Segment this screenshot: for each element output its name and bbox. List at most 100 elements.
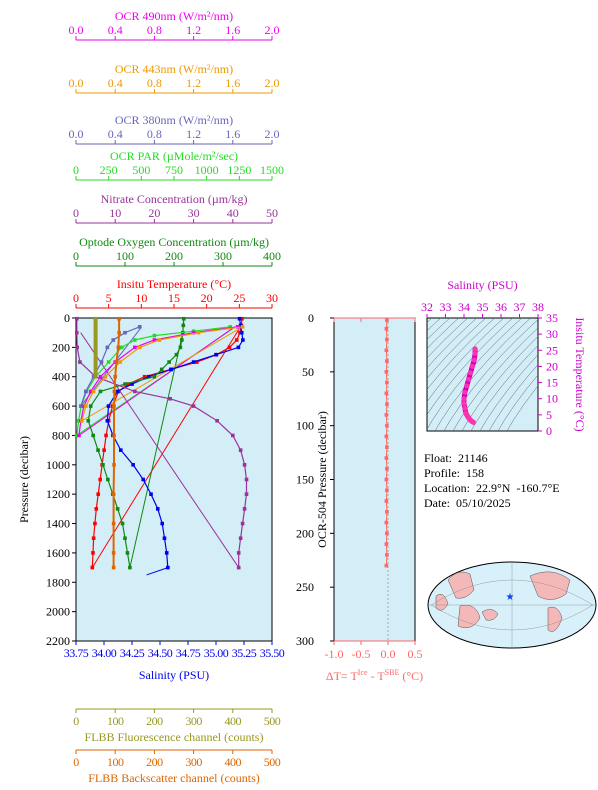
oxygen-data-point <box>181 323 186 328</box>
date-row: Date: 05/10/2025 <box>424 496 560 511</box>
backscatter-data-point <box>112 433 116 438</box>
deltaT-data-point <box>385 380 389 385</box>
nitrate-tick-label: 40 <box>227 206 239 220</box>
oxygen-tick-label: 300 <box>214 249 232 263</box>
deltaT-pressure-tick-label: 150 <box>296 473 314 487</box>
nitrate-data-point <box>168 396 172 401</box>
nitrate-tick-label: 10 <box>109 206 121 220</box>
ts-data-point <box>466 376 472 382</box>
temperature-data-point <box>90 565 95 570</box>
temperature-data-point <box>91 551 95 555</box>
ocr380-data-point <box>123 330 127 335</box>
salinity-data-point <box>141 477 145 482</box>
backscatter-data-point <box>113 374 117 379</box>
deltaT-data-point <box>385 510 389 514</box>
deltaT-axis-label: ΔT= TIce - TSBE (°C) <box>326 668 423 683</box>
ocr380-tick-label: 0.4 <box>108 127 123 141</box>
deltaT-pressure-tick-label: 100 <box>296 419 314 433</box>
profile-label: Profile: <box>424 466 460 480</box>
ts-density-contour <box>427 318 523 430</box>
par-data-point <box>76 418 81 423</box>
deltaT-pressure-axis-label: OCR-504 Pressure (decibar) <box>315 411 329 548</box>
ocr380-data-point <box>79 404 83 408</box>
oxygen-data-point <box>159 367 164 372</box>
salinity-axis-label: Salinity (PSU) <box>139 668 209 682</box>
deltaT-axis-label-part: (°C) <box>399 669 423 683</box>
ts-x-tick-label: 32 <box>421 300 433 314</box>
deltaT-x-tick-label: 0.5 <box>408 647 423 661</box>
par-tick-label: 750 <box>165 163 183 177</box>
nitrate-connector-line <box>80 332 240 568</box>
ocr490-profile-line <box>78 326 238 436</box>
par-tick-label: 0 <box>73 163 79 177</box>
fluorescence-tick-label: 500 <box>264 714 281 728</box>
par-data-point <box>152 333 157 338</box>
date-label: Date: <box>424 496 450 510</box>
oxygen-data-point <box>115 507 120 511</box>
salinity-tick-label: 34.25 <box>120 646 145 660</box>
par-tick-label: 1000 <box>195 163 219 177</box>
deltaT-data-point <box>385 488 389 493</box>
par-data-point <box>133 338 137 342</box>
world-map-land <box>447 571 475 599</box>
ts-y-tick-label: 5 <box>546 408 552 422</box>
ocr490-data-point <box>235 325 240 329</box>
salinity-data-point <box>130 382 134 386</box>
salinity-data-point <box>214 352 218 357</box>
oxygen-data-point <box>91 433 95 438</box>
deltaT-data-point <box>385 531 389 536</box>
ocr490-data-point <box>152 338 157 342</box>
ts-data-point <box>461 396 467 402</box>
oxygen-data-point <box>178 345 183 350</box>
oxygen-data-point <box>120 521 125 526</box>
ts-x-tick-label: 35 <box>477 300 489 314</box>
ts-density-contour <box>506 385 538 431</box>
pressure-tick-label: 400 <box>52 370 70 384</box>
deltaT-axis-label-part: Ice <box>358 668 368 677</box>
temperature-tick-label: 15 <box>168 291 180 305</box>
ts-density-contour <box>470 345 538 431</box>
temperature-data-point <box>93 521 97 526</box>
ts-density-contour <box>497 374 538 431</box>
temperature-axis-label: Insitu Temperature (°C) <box>117 277 231 291</box>
ts-density-contour <box>427 318 496 391</box>
location-value: 22.9°N -160.7°E <box>475 481 560 495</box>
ocr443-data-point <box>103 374 108 379</box>
nitrate-data-point <box>75 345 79 350</box>
ocr490-data-point <box>98 374 103 379</box>
ocr380-tick-label: 0.0 <box>69 127 84 141</box>
ts-density-contour <box>427 318 487 379</box>
fluorescence-data-point <box>93 345 98 350</box>
ocr490-data-point <box>133 345 137 350</box>
deltaT-data-point <box>384 563 389 568</box>
salinity-tick-label: 35.50 <box>260 646 285 660</box>
world-map-land <box>457 605 481 628</box>
ts-data-point <box>462 405 468 411</box>
salinity-tick-label: 35.00 <box>204 646 229 660</box>
nitrate-data-point <box>244 477 249 482</box>
ts-y-tick-label: 10 <box>546 392 558 406</box>
salinity-data-point <box>239 330 244 335</box>
ts-x-tick-label: 36 <box>495 300 507 314</box>
temperature-tick-label: 30 <box>266 291 278 305</box>
deltaT-pressure-tick-label: 250 <box>296 580 314 594</box>
fluorescence-tick-label: 0 <box>73 714 79 728</box>
location-row: Location: 22.9°N -160.7°E <box>424 481 560 496</box>
nitrate-tick-label: 50 <box>266 206 278 220</box>
deltaT-data-point <box>384 499 389 503</box>
temperature-tick-label: 0 <box>73 291 79 305</box>
par-data-point <box>106 360 111 364</box>
ocr380-profile-line <box>80 326 140 407</box>
deltaT-data-point <box>385 466 389 471</box>
nitrate-data-point <box>242 463 247 467</box>
salinity-tick-label: 35.25 <box>232 646 257 660</box>
ocr490-data-point <box>77 433 81 438</box>
salinity-data-point <box>236 345 241 350</box>
backscatter-data-point <box>112 389 117 394</box>
ts-data-point <box>462 389 468 395</box>
ts-y-tick-label: 0 <box>546 424 552 438</box>
ts-x-axis-label: Salinity (PSU) <box>447 278 517 292</box>
ocr443-tick-label: 0.4 <box>108 76 123 90</box>
ocr490-tick-label: 0.8 <box>147 23 162 37</box>
